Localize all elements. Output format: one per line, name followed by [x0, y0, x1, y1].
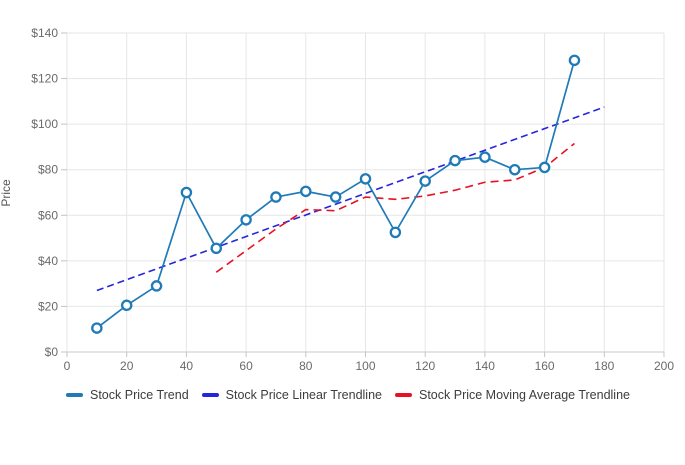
- x-tick-label: 100: [355, 359, 375, 373]
- data-point-marker[interactable]: [150, 280, 163, 292]
- legend-item-2[interactable]: Stock Price Moving Average Trendline: [395, 388, 630, 402]
- linear-trendline: [96, 106, 605, 292]
- legend-label: Stock Price Moving Average Trendline: [419, 388, 630, 402]
- data-point-marker[interactable]: [240, 214, 252, 226]
- legend-label: Stock Price Linear Trendline: [225, 388, 382, 402]
- x-tick-label: 80: [299, 359, 313, 373]
- data-point-marker[interactable]: [210, 242, 222, 255]
- data-point-marker[interactable]: [120, 299, 133, 312]
- data-point-marker[interactable]: [538, 161, 551, 174]
- legend-label: Stock Price Trend: [90, 388, 189, 402]
- data-point-marker[interactable]: [359, 173, 372, 185]
- data-point-marker[interactable]: [479, 151, 491, 163]
- legend-item-1[interactable]: Stock Price Linear Trendline: [201, 388, 382, 402]
- legend-swatch-icon: [395, 393, 412, 397]
- x-tick-label: 200: [654, 359, 674, 373]
- data-point-marker[interactable]: [180, 186, 193, 199]
- data-point-marker[interactable]: [508, 163, 521, 176]
- chart-legend: Stock Price Trend Stock Price Linear Tren…: [66, 388, 630, 402]
- data-point-marker[interactable]: [300, 185, 312, 198]
- y-tick-label: $40: [38, 254, 58, 268]
- data-point-marker[interactable]: [270, 191, 282, 203]
- data-point-marker[interactable]: [568, 54, 581, 67]
- y-tick-label: $80: [38, 163, 58, 177]
- data-point-marker[interactable]: [91, 322, 103, 334]
- x-tick-label: 180: [594, 359, 614, 373]
- legend-item-0[interactable]: Stock Price Trend: [66, 388, 189, 402]
- x-tick-label: 40: [180, 359, 194, 373]
- y-tick-label: $120: [31, 72, 58, 86]
- moving-average-trendline: [215, 142, 575, 273]
- data-point-marker[interactable]: [449, 154, 461, 167]
- y-tick-label: $20: [38, 299, 58, 313]
- x-tick-label: 20: [120, 359, 134, 373]
- data-point-marker[interactable]: [329, 191, 342, 203]
- data-point-marker[interactable]: [419, 175, 431, 187]
- x-tick-label: 60: [239, 359, 253, 373]
- x-tick-label: 140: [475, 359, 495, 373]
- y-tick-label: $0: [45, 345, 59, 359]
- legend-swatch-icon: [201, 393, 219, 397]
- x-tick-label: 160: [535, 359, 555, 373]
- x-tick-label: 120: [415, 359, 435, 373]
- y-tick-label: $140: [31, 26, 58, 40]
- y-tick-label: $60: [38, 208, 58, 222]
- x-tick-label: 0: [64, 359, 71, 373]
- y-tick-label: $100: [31, 117, 58, 131]
- data-point-marker[interactable]: [389, 226, 402, 239]
- chart-plot-area: 0 20 40 60 80 100 120 140 160 180 200 $0 $20 $40 $60 $8…: [31, 26, 674, 373]
- legend-swatch-icon: [66, 393, 83, 397]
